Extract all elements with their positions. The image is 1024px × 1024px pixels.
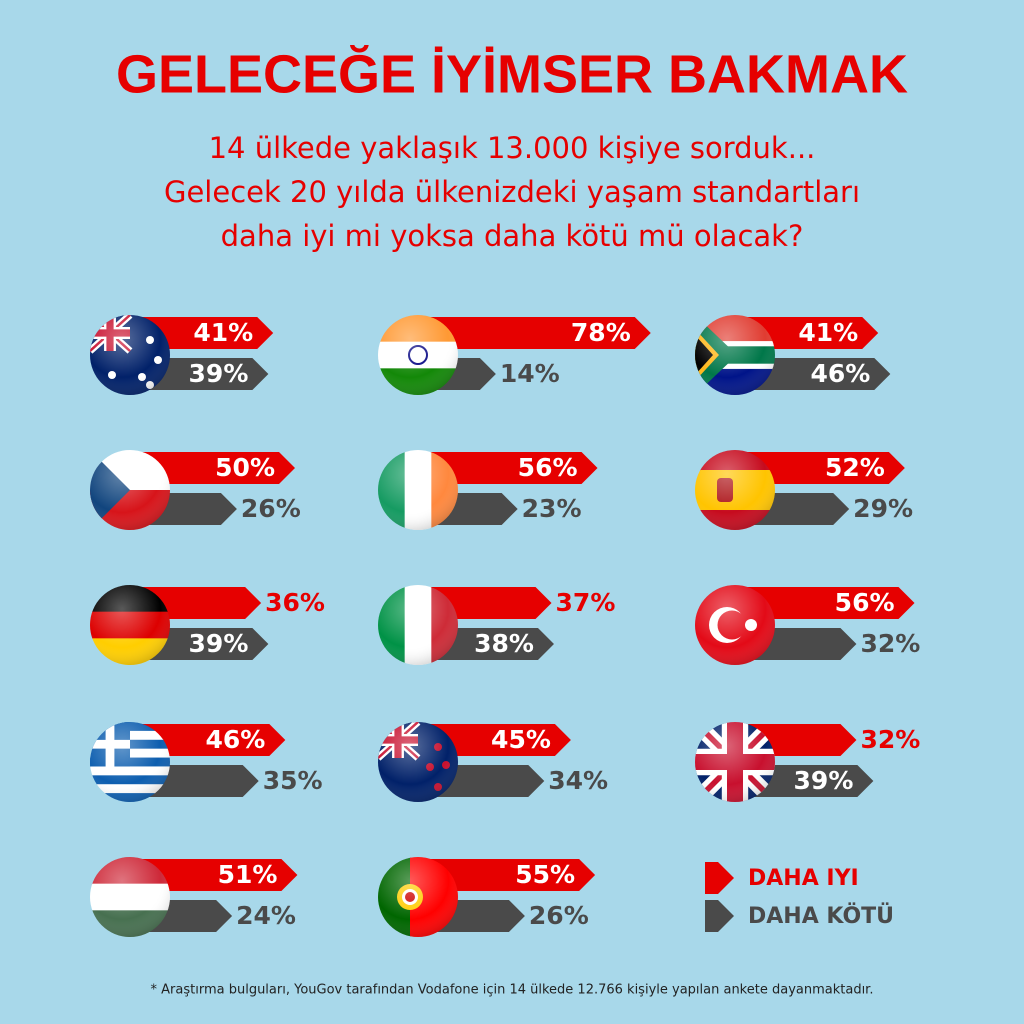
flag-gloss [90, 857, 170, 937]
flag-gloss [695, 585, 775, 665]
flag [378, 722, 458, 802]
flag-gloss [378, 450, 458, 530]
value-label: 78% [571, 318, 631, 347]
flag [378, 857, 458, 937]
flag [90, 450, 170, 530]
value-label: 24% [236, 901, 296, 930]
subtitle: daha iyi mi yoksa daha kötü mü olacak? [221, 219, 804, 253]
flag-gloss [90, 450, 170, 530]
flag-gloss [378, 722, 458, 802]
value-label: 46% [205, 725, 265, 754]
value-label: 41% [798, 318, 858, 347]
value-label: 23% [522, 494, 582, 523]
value-label: 56% [518, 453, 578, 482]
value-label: 34% [548, 766, 608, 795]
value-label: 38% [474, 629, 534, 658]
value-label: 26% [241, 494, 301, 523]
flag [695, 585, 775, 665]
flag-gloss [695, 722, 775, 802]
flag-gloss [90, 585, 170, 665]
flag-gloss [378, 315, 458, 395]
flag [378, 450, 458, 530]
bar [130, 859, 298, 891]
legend-label: DAHA KÖTÜ [748, 903, 894, 929]
flag [378, 315, 458, 395]
flag [695, 315, 775, 395]
flag [90, 315, 170, 395]
flag [378, 585, 458, 665]
value-label: 36% [265, 588, 325, 617]
value-label: 14% [500, 359, 560, 388]
bar [418, 317, 651, 349]
value-label: 37% [556, 588, 616, 617]
value-label: 32% [860, 629, 920, 658]
legend-swatch [705, 862, 734, 894]
value-label: 56% [835, 588, 895, 617]
flag-gloss [90, 722, 170, 802]
value-label: 32% [860, 725, 920, 754]
footnote: * Araştırma bulguları, YouGov tarafından… [151, 983, 874, 998]
legend-swatch [705, 900, 734, 932]
title: GELECEĞE İYİMSER BAKMAK [116, 44, 908, 104]
value-label: 39% [794, 766, 854, 795]
flag-gloss [695, 450, 775, 530]
value-label: 39% [189, 359, 249, 388]
value-label: 45% [491, 725, 551, 754]
bar [735, 358, 891, 390]
value-label: 50% [215, 453, 275, 482]
value-label: 39% [189, 629, 249, 658]
flag [90, 585, 170, 665]
flag [90, 722, 170, 802]
subtitle: Gelecek 20 yılda ülkenizdeki yaşam stand… [164, 175, 860, 209]
value-label: 26% [529, 901, 589, 930]
value-label: 46% [810, 359, 870, 388]
flag [695, 722, 775, 802]
subtitle: 14 ülkede yaklaşık 13.000 kişiye sorduk.… [209, 131, 816, 165]
flag [90, 857, 170, 937]
value-label: 52% [825, 453, 885, 482]
flag-gloss [90, 315, 170, 395]
flag-gloss [378, 857, 458, 937]
bar [130, 452, 295, 484]
value-label: 41% [193, 318, 253, 347]
legend-label: DAHA IYI [748, 866, 859, 891]
flag [695, 450, 775, 530]
value-label: 29% [853, 494, 913, 523]
value-label: 51% [218, 860, 278, 889]
bar [735, 587, 915, 619]
flag-gloss [378, 585, 458, 665]
bar [130, 724, 286, 756]
bar [418, 859, 596, 891]
value-label: 35% [263, 766, 323, 795]
flag-gloss [695, 315, 775, 395]
value-label: 55% [515, 860, 575, 889]
bar [418, 724, 571, 756]
bar [735, 452, 905, 484]
bar [418, 452, 598, 484]
